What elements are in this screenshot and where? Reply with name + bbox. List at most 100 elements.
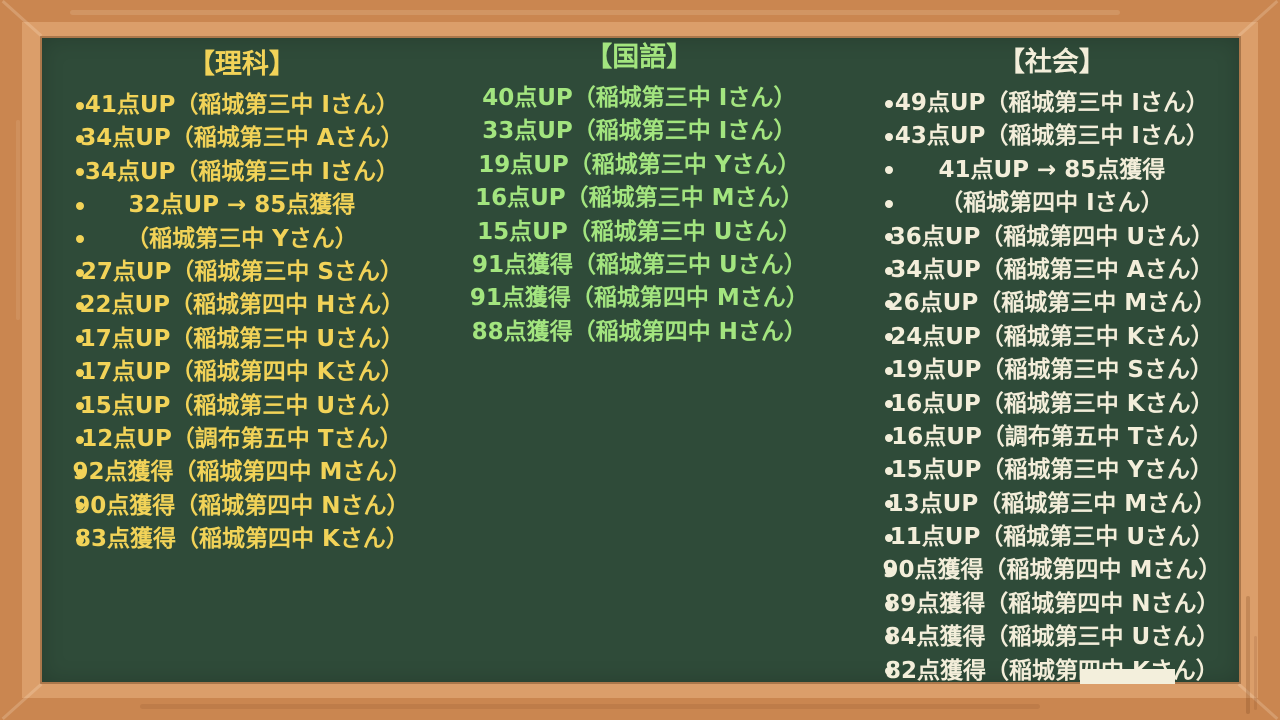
bullet-dot <box>884 133 893 142</box>
score-text: 34点UP（稲城第三中 Aさん） <box>890 256 1214 283</box>
score-item: 34点UP（稲城第三中 Iさん） <box>42 156 442 189</box>
bullet-dot <box>76 268 84 277</box>
score-item: 43点UP（稲城第三中 Iさん） <box>865 120 1239 153</box>
score-text: 22点UP（稲城第四中 Hさん） <box>79 292 405 319</box>
score-text: 11点UP（稲城第三中 Uさん） <box>889 524 1214 551</box>
score-item: 27点UP（稲城第三中 Sさん） <box>42 256 442 289</box>
score-text: 19点UP（稲城第三中 Sさん） <box>890 357 1213 384</box>
bullet-dot <box>884 366 893 375</box>
score-text: 15点UP（稲城第三中 Yさん） <box>890 457 1213 484</box>
bullet-dot <box>76 168 84 177</box>
chalkboard: 【理科】 41点UP（稲城第三中 Iさん） 34点UP（稲城第三中 Aさん） 34点… <box>42 38 1239 684</box>
wood-grain <box>140 704 1040 709</box>
score-text: 41点UP → 85点獲得 <box>938 156 1166 183</box>
bullet-dot <box>884 633 893 642</box>
bullet-dot <box>884 233 893 242</box>
score-item: 13点UP（稲城第三中 Mさん） <box>865 488 1239 521</box>
score-text: 40点UP（稲城第三中 Iさん） <box>482 85 797 111</box>
score-text: 15点UP（稲城第三中 Uさん） <box>477 218 802 245</box>
score-item: 24点UP（稲城第三中 Kさん） <box>865 321 1239 354</box>
score-item: 49点UP（稲城第三中 Iさん） <box>865 87 1239 120</box>
column-science: 【理科】 41点UP（稲城第三中 Iさん） 34点UP（稲城第三中 Aさん） 34点… <box>42 38 442 682</box>
score-text: 83点獲得（稲城第四中 Kさん） <box>74 526 409 553</box>
bullet-dot <box>884 567 893 576</box>
score-text: 24点UP（稲城第三中 Kさん） <box>890 323 1214 350</box>
score-item: 19点UP（稲城第三中 Sさん） <box>865 354 1239 387</box>
score-item: 41点UP（稲城第三中 Iさん） <box>42 89 442 122</box>
mask-box <box>1080 669 1175 684</box>
score-item: 92点獲得（稲城第四中 Mさん） <box>42 456 442 489</box>
score-item: 15点UP（稲城第三中 Yさん） <box>865 454 1239 487</box>
bullet-dot <box>884 533 893 542</box>
bullet-dot <box>884 266 893 275</box>
score-text: 88点獲得（稲城第四中 Hさん） <box>471 318 807 345</box>
score-text: 91点獲得（稲城第四中 Mさん） <box>469 285 809 312</box>
score-list: 40点UP（稲城第三中 Iさん） 33点UP（稲城第三中 Iさん） 19点UP（稲城… <box>442 82 837 349</box>
score-item: 90点獲得（稲城第四中 Mさん） <box>865 554 1239 587</box>
score-text: 13点UP（稲城第三中 Mさん） <box>887 490 1217 517</box>
bullet-dot <box>76 502 84 511</box>
bullet-dot <box>884 433 893 442</box>
bullet-dot <box>76 468 84 477</box>
score-item: 15点UP（稲城第三中 Uさん） <box>442 216 837 249</box>
score-item: 41点UP → 85点獲得 <box>865 154 1239 187</box>
score-text: 84点獲得（稲城第三中 Uさん） <box>884 624 1220 651</box>
score-text: 34点UP（稲城第三中 Aさん） <box>80 125 404 152</box>
score-item: 16点UP（調布第五中 Tさん） <box>865 421 1239 454</box>
column-title: 【理科】 <box>187 49 296 80</box>
bullet-dot <box>76 135 84 144</box>
score-text: 33点UP（稲城第三中 Iさん） <box>482 118 797 145</box>
bullet-dot <box>884 600 893 609</box>
wood-grain <box>1246 596 1250 714</box>
score-item: 15点UP（稲城第三中 Uさん） <box>42 390 442 423</box>
score-text: 91点獲得（稲城第三中 Uさん） <box>471 251 807 278</box>
column-title: 【国語】 <box>585 42 694 73</box>
score-item: 34点UP（稲城第三中 Aさん） <box>865 254 1239 287</box>
wood-grain <box>1254 636 1257 710</box>
bullet-dot <box>884 99 893 108</box>
score-text: 16点UP（調布第五中 Tさん） <box>891 423 1213 450</box>
score-item: （稲城第四中 Iさん） <box>865 187 1239 220</box>
score-item: 89点獲得（稲城第四中 Nさん） <box>865 588 1239 621</box>
bullet-dot <box>884 500 893 509</box>
wood-grain <box>16 120 20 320</box>
score-text: 15点UP（稲城第三中 Uさん） <box>79 392 405 419</box>
bullet-dot <box>884 333 893 342</box>
score-text: 92点獲得（稲城第四中 Mさん） <box>72 459 412 486</box>
bullet-dot <box>76 201 84 210</box>
score-item: （稲城第三中 Yさん） <box>42 223 442 256</box>
score-text: 17点UP（稲城第三中 Uさん） <box>79 325 405 352</box>
score-text: 17点UP（稲城第四中 Kさん） <box>80 359 404 386</box>
column-shakai: 【社会】 49点UP（稲城第三中 Iさん） 43点UP（稲城第三中 Iさん） 41点… <box>837 38 1239 684</box>
score-list: 49点UP（稲城第三中 Iさん） 43点UP（稲城第三中 Iさん） 41点UP → … <box>865 87 1239 688</box>
score-text: 89点獲得（稲城第四中 Nさん） <box>884 590 1220 617</box>
score-item: 17点UP（稲城第三中 Uさん） <box>42 323 442 356</box>
frame-corner-miter <box>1237 682 1279 720</box>
score-item: 26点UP（稲城第三中 Mさん） <box>865 287 1239 320</box>
score-list: 41点UP（稲城第三中 Iさん） 34点UP（稲城第三中 Aさん） 34点UP（稲城… <box>42 89 442 556</box>
score-item: 19点UP（稲城第三中 Yさん） <box>442 149 837 182</box>
wood-grain <box>70 10 1120 15</box>
column-title: 【社会】 <box>997 47 1106 78</box>
score-item: 90点獲得（稲城第四中 Nさん） <box>42 490 442 523</box>
bullet-dot <box>884 400 893 409</box>
score-text: 43点UP（稲城第三中 Iさん） <box>894 123 1209 150</box>
score-item: 12点UP（調布第五中 Tさん） <box>42 423 442 456</box>
score-item: 36点UP（稲城第四中 Uさん） <box>865 221 1239 254</box>
score-item: 17点UP（稲城第四中 Kさん） <box>42 356 442 389</box>
score-item: 88点獲得（稲城第四中 Hさん） <box>442 316 837 349</box>
bullet-dot <box>884 667 893 676</box>
bullet-dot <box>884 300 893 309</box>
score-text: 49点UP（稲城第三中 Iさん） <box>894 90 1209 116</box>
score-item: 32点UP → 85点獲得 <box>42 189 442 222</box>
score-item: 16点UP（稲城第三中 Kさん） <box>865 388 1239 421</box>
bullet-dot <box>76 368 84 377</box>
bullet-dot <box>76 235 84 244</box>
score-text: 90点獲得（稲城第四中 Nさん） <box>74 492 410 519</box>
bullet-dot <box>884 166 893 175</box>
score-item: 91点獲得（稲城第四中 Mさん） <box>442 282 837 315</box>
frame-corner-miter <box>1237 0 1279 38</box>
bullet-dot <box>76 535 84 544</box>
bullet-dot <box>76 335 84 344</box>
score-item: 11点UP（稲城第三中 Uさん） <box>865 521 1239 554</box>
